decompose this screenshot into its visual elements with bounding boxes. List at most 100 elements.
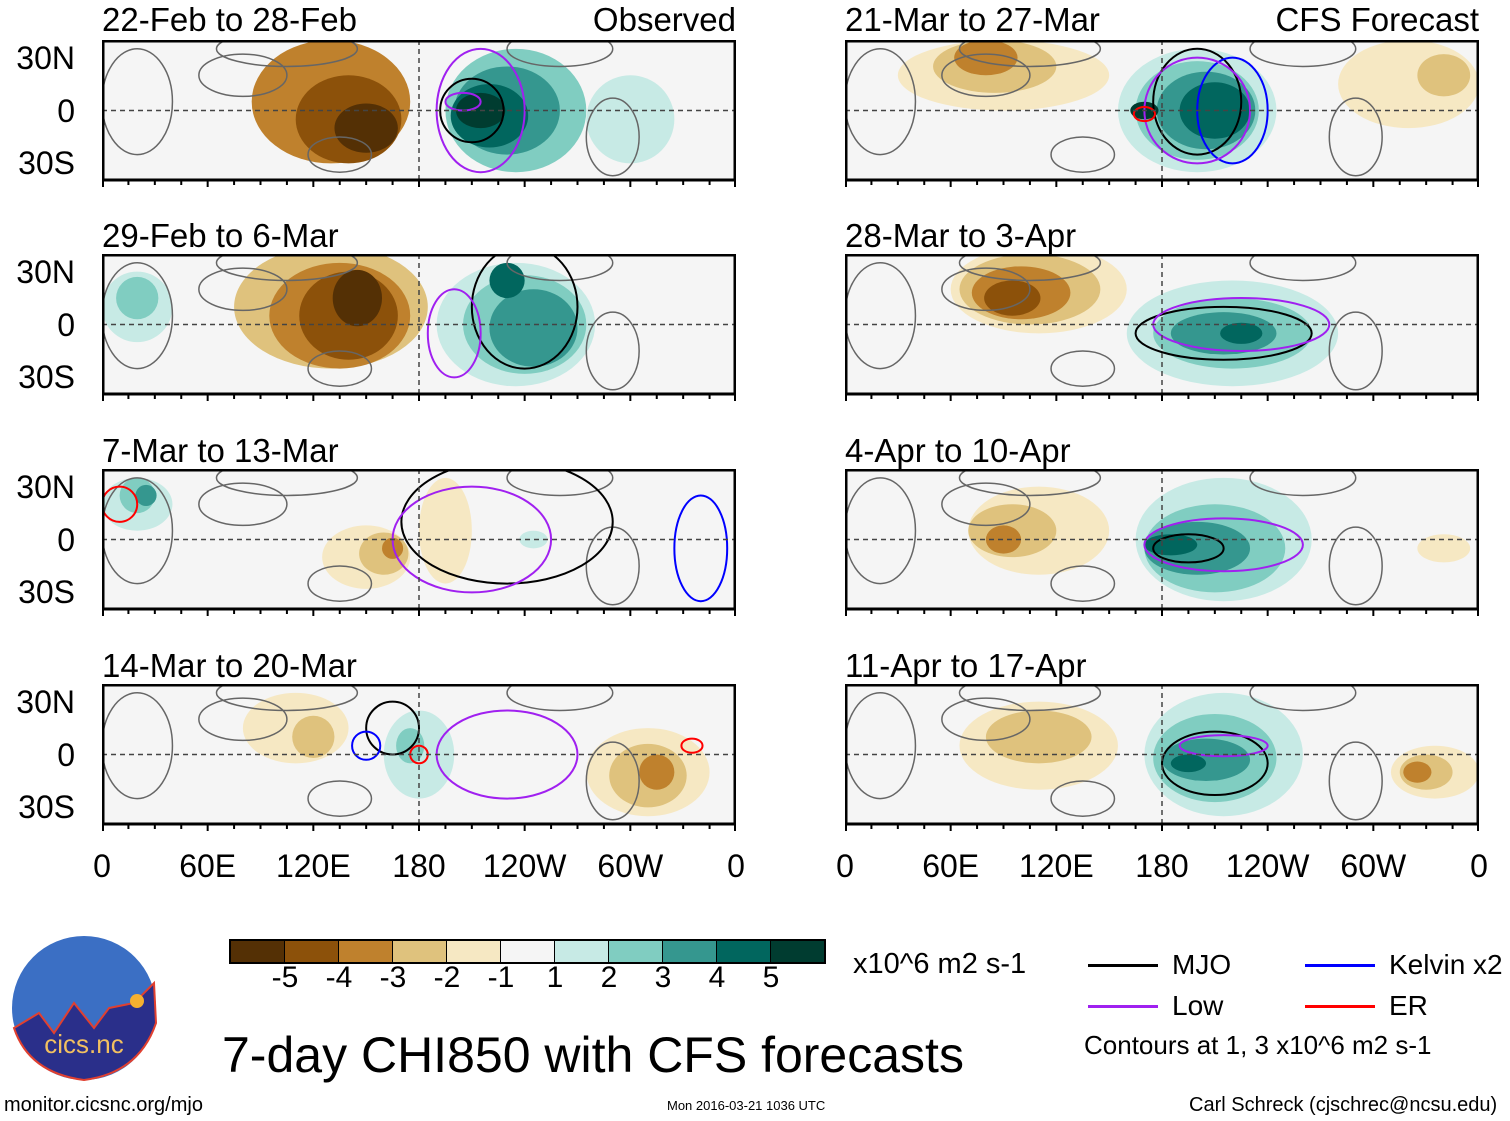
coastline [215, 469, 359, 497]
panel-frame [845, 254, 1479, 396]
legend-label: Low [1172, 990, 1224, 1021]
chi850-anomaly-region [1170, 754, 1207, 773]
coastline [506, 40, 614, 68]
y-tick-label: 0 [57, 306, 75, 343]
chi850-anomaly-region [1403, 761, 1432, 783]
low-contour [426, 288, 482, 379]
panel-tag: Observed [592, 1, 736, 38]
colorbar-label: -3 [379, 961, 407, 994]
y-tick-label: 0 [57, 92, 75, 129]
panel-frame [845, 469, 1479, 611]
colorbar-swatch [717, 941, 771, 962]
mjo-contour [1161, 730, 1269, 797]
mjo-line-swatch [1088, 963, 1158, 967]
er-contour [1132, 105, 1156, 123]
low-line-swatch [1088, 1004, 1158, 1008]
colorbar [229, 939, 826, 964]
x-tick-label: 60W [1340, 848, 1407, 884]
y-tick-label: 30N [16, 39, 75, 76]
coastline [198, 267, 288, 312]
cics-logo: cics.nc [12, 936, 158, 1082]
map-panel [102, 40, 736, 187]
mjo-contour [400, 469, 614, 585]
chi850-anomaly-region [984, 280, 1041, 316]
coastline [941, 697, 1031, 742]
x-tick-label: 0 [93, 848, 111, 884]
coastline [845, 48, 917, 156]
colorbar-swatch [501, 941, 555, 962]
legend-item-low: Low [1088, 990, 1223, 1022]
panel-title: 4-Apr to 10-Apr [845, 432, 1071, 469]
coastline [506, 469, 614, 497]
y-tick-label: 30N [16, 683, 75, 720]
panel-title: 29-Feb to 6-Mar [102, 217, 339, 254]
chi850-anomaly-region [419, 477, 472, 584]
coastline [506, 684, 614, 712]
coastline [102, 477, 174, 585]
coastline [585, 97, 640, 177]
x-tick-label: 0 [1470, 848, 1488, 884]
coastline [307, 780, 373, 817]
panel-frame [845, 40, 1479, 182]
coastline [1249, 684, 1357, 712]
chi850-map [845, 40, 1479, 187]
low-contour [1178, 734, 1269, 758]
x-tick-label: 180 [392, 848, 446, 884]
colorbar-label: 5 [762, 961, 780, 994]
coastline [307, 565, 373, 602]
coastline [585, 741, 640, 821]
legend-label: MJO [1172, 949, 1232, 980]
y-tick-label: 30S [18, 574, 75, 611]
colorbar-swatch [663, 941, 717, 962]
footer-date: Mon 2016-03-21 1036 UTC [667, 1098, 826, 1113]
kelvin-contour [673, 494, 729, 603]
chi850-anomaly-region [489, 289, 578, 367]
coastline [215, 40, 359, 68]
chi850-anomaly-region [639, 754, 675, 790]
mjo-contour [470, 254, 579, 370]
kelvin-contour [351, 730, 382, 761]
panel-tag: CFS Forecast [1275, 1, 1479, 38]
colorbar-swatch [393, 941, 447, 962]
er-contour [680, 737, 704, 754]
coastline [1328, 311, 1383, 391]
map-panel [845, 684, 1479, 831]
footer-author: Carl Schreck (cjschrec@ncsu.edu) [1189, 1094, 1498, 1116]
panel-title: 14-Mar to 20-Mar [102, 647, 357, 684]
mjo-contour [1134, 305, 1313, 361]
low-contour [1143, 517, 1304, 573]
x-tick-label: 120W [1225, 848, 1310, 884]
coastline [958, 684, 1102, 712]
logo-text: cics.nc [44, 1029, 123, 1059]
chi850-anomaly-region [292, 715, 335, 759]
colorbar-units: x10^6 m2 s-1 [853, 948, 1027, 980]
chi850-anomaly-region [985, 525, 1022, 554]
coastline [198, 697, 288, 742]
chi850-map [845, 469, 1479, 616]
chi850-map [102, 684, 736, 831]
chi850-anomaly-region [489, 262, 525, 299]
chi850-anomaly-region [334, 103, 398, 153]
x-tick-label: 60W [597, 848, 664, 884]
coastline [506, 254, 614, 282]
chi850-anomaly-region [1144, 534, 1198, 556]
coastline [1249, 40, 1357, 68]
panel-frame [102, 684, 736, 826]
kelvin-line-swatch [1305, 963, 1375, 967]
chi850-map [845, 254, 1479, 401]
map-panel [845, 469, 1479, 616]
chi850-anomaly-region [1220, 322, 1263, 344]
y-tick-label: 30N [16, 253, 75, 290]
coastline [941, 53, 1031, 98]
y-tick-label: 30S [18, 359, 75, 396]
chi850-anomaly-region [1417, 534, 1471, 563]
colorbar-swatch [231, 941, 285, 962]
chi850-anomaly-region [116, 276, 159, 320]
map-panel [102, 254, 736, 401]
x-tick-label: 120E [1018, 848, 1094, 884]
panel-title: 11-Apr to 17-Apr [845, 647, 1087, 684]
coastline [102, 692, 174, 800]
legend-item-kelvin: Kelvin x2 [1305, 949, 1503, 981]
colorbar-label: 1 [546, 961, 564, 994]
coastline [845, 477, 917, 585]
